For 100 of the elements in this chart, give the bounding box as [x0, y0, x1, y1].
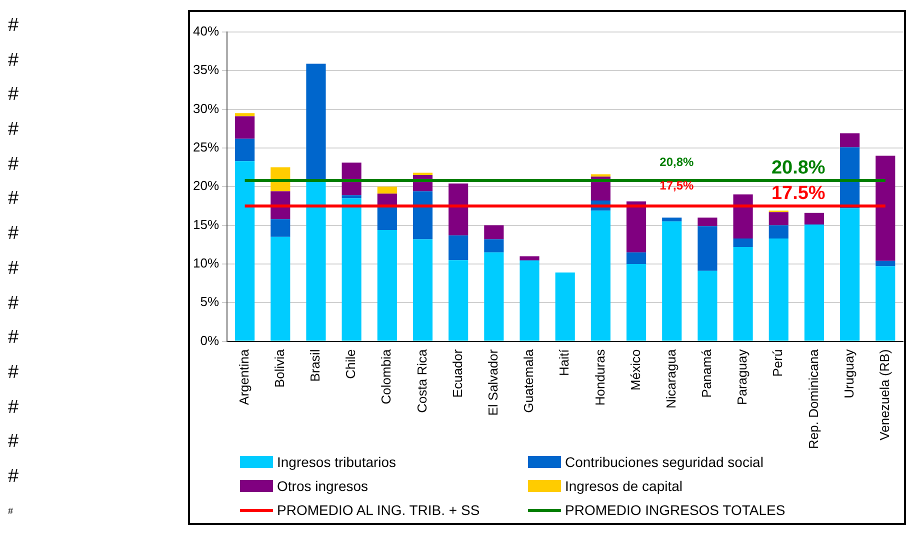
x-tick-label: Chile — [343, 349, 358, 379]
bar — [235, 161, 255, 341]
bar — [804, 212, 824, 225]
bar — [662, 221, 682, 341]
x-tick-label: Uruguay — [841, 348, 856, 398]
bar — [590, 210, 610, 341]
text: # — [8, 50, 20, 73]
x-tick-label: Guatemala — [521, 348, 536, 413]
text: # — [8, 188, 20, 212]
bar — [840, 208, 860, 341]
bar — [342, 198, 362, 341]
legend-label: PROMEDIO AL ING. TRIB. + SS — [277, 502, 480, 518]
x-tick-label: Colombia — [378, 348, 394, 404]
text: # — [8, 362, 20, 385]
bar — [235, 138, 255, 162]
x-tick-label: Haití — [556, 348, 572, 376]
text: # — [8, 258, 20, 281]
x-tick-label: Panamá — [699, 348, 714, 398]
bar — [520, 256, 540, 260]
bar — [698, 270, 718, 341]
text: # — [8, 15, 20, 38]
bar — [555, 272, 575, 341]
x-tick-label: México — [628, 349, 643, 390]
text: # — [8, 119, 20, 142]
bar — [377, 186, 397, 194]
bar — [840, 147, 860, 208]
text: # — [8, 504, 14, 516]
bar — [484, 239, 504, 252]
text: # — [8, 466, 20, 489]
text: # — [8, 431, 20, 454]
x-tick-label: Perú — [770, 349, 786, 377]
bar — [768, 212, 788, 226]
text: # — [8, 154, 20, 177]
y-tick-label: 40% — [192, 24, 220, 39]
text: # — [8, 84, 20, 108]
y-tick-label: 35% — [192, 62, 220, 78]
y-tick-label: 10% — [192, 256, 220, 271]
bar — [484, 252, 504, 341]
bar — [626, 201, 646, 252]
bar — [662, 218, 682, 222]
bar — [626, 264, 646, 341]
legend-label: Otros ingresos — [277, 478, 368, 494]
bar — [876, 260, 896, 266]
bar — [698, 218, 718, 226]
annotation: 17.5% — [771, 183, 826, 204]
bar — [377, 206, 397, 230]
bar — [448, 184, 468, 236]
legend-label: Ingresos de capital — [565, 478, 683, 494]
y-tick-label: 15% — [192, 216, 220, 232]
x-tick-label: Paraguay — [734, 348, 750, 405]
text: # — [8, 292, 20, 316]
bar — [698, 226, 718, 271]
bar — [235, 113, 255, 116]
bar — [448, 260, 468, 341]
bar — [876, 156, 896, 261]
y-tick-label: 30% — [192, 100, 220, 116]
x-tick-label: El Salvador — [486, 348, 501, 416]
bar — [270, 219, 290, 237]
legend-label: PROMEDIO INGRESOS TOTALES — [565, 502, 786, 518]
text: # — [8, 223, 20, 246]
bar — [804, 224, 824, 341]
x-tick-label: Argentina — [236, 348, 252, 405]
x-tick-label: Brasil — [308, 349, 323, 382]
legend-label: Contribuciones seguridad social — [565, 454, 764, 470]
annotation: 17,5% — [660, 178, 694, 192]
bar — [520, 260, 540, 341]
bar — [306, 181, 326, 341]
bar — [412, 239, 433, 341]
annotation: 20,8% — [660, 154, 694, 169]
y-tick-label: 20% — [192, 178, 220, 194]
x-tick-label: Ecuador — [450, 348, 465, 398]
bar — [876, 266, 896, 341]
x-tick-label: Rep. Dominicana — [806, 348, 821, 450]
bar — [270, 236, 290, 341]
bar — [626, 252, 646, 264]
y-tick-label: 5% — [200, 294, 220, 310]
bar — [448, 235, 468, 260]
bar — [840, 133, 860, 148]
bar — [733, 238, 753, 247]
y-tick-label: 25% — [192, 140, 220, 155]
bar — [412, 191, 433, 240]
y-tick-label: 0% — [200, 332, 220, 348]
x-tick-label: Venezuela (RB) — [876, 349, 892, 440]
bar — [733, 246, 753, 341]
legend-label: Ingresos tributarios — [277, 454, 396, 470]
x-tick-label: Costa Rica — [414, 348, 430, 413]
bar — [377, 230, 397, 341]
bar — [733, 194, 753, 238]
annotation: 20.8% — [771, 158, 826, 179]
bar — [342, 195, 362, 198]
bar — [484, 225, 504, 240]
x-tick-label: Bolivia — [272, 348, 287, 388]
x-tick-label: Nicaragua — [663, 348, 678, 409]
text: # — [8, 396, 20, 420]
bar — [768, 238, 788, 341]
bar — [412, 172, 433, 176]
text: # — [8, 327, 20, 350]
bar — [768, 225, 788, 238]
bar — [235, 116, 255, 139]
x-tick-label: Honduras — [592, 348, 608, 406]
